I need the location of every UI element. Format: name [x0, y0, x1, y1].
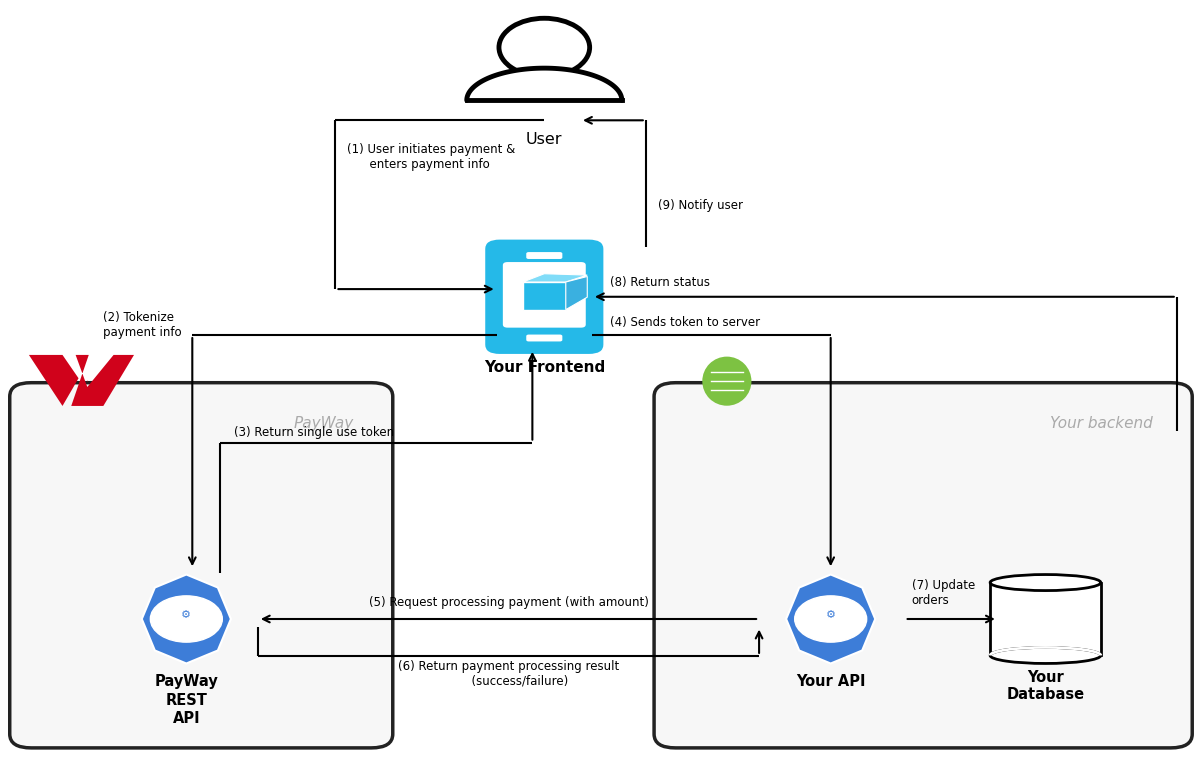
Polygon shape	[990, 583, 1100, 655]
Text: (7) Update
orders: (7) Update orders	[911, 580, 975, 608]
Text: ⚙: ⚙	[825, 610, 836, 620]
Text: (5) Request processing payment (with amount): (5) Request processing payment (with amo…	[368, 596, 648, 609]
Text: (6) Return payment processing result
      (success/failure): (6) Return payment processing result (su…	[398, 660, 620, 688]
Text: (4) Sends token to server: (4) Sends token to server	[610, 316, 759, 329]
FancyBboxPatch shape	[526, 252, 562, 259]
Circle shape	[151, 596, 222, 642]
Text: Your backend: Your backend	[1050, 416, 1153, 430]
Polygon shape	[523, 282, 566, 310]
Polygon shape	[466, 68, 622, 100]
Text: Your Frontend: Your Frontend	[483, 360, 605, 375]
Text: api: api	[824, 628, 837, 634]
Polygon shape	[142, 574, 231, 664]
Polygon shape	[72, 355, 134, 406]
FancyBboxPatch shape	[526, 334, 562, 341]
Text: (1) User initiates payment &
      enters payment info: (1) User initiates payment & enters paym…	[347, 143, 515, 172]
FancyBboxPatch shape	[10, 383, 392, 748]
Text: (2) Tokenize
payment info: (2) Tokenize payment info	[103, 310, 182, 339]
Polygon shape	[523, 273, 587, 282]
Polygon shape	[29, 355, 79, 406]
FancyBboxPatch shape	[654, 383, 1192, 748]
Circle shape	[794, 596, 867, 642]
Text: ⬛: ⬛	[539, 286, 549, 301]
Circle shape	[499, 18, 590, 76]
Text: api: api	[181, 628, 193, 634]
Text: Your
Database: Your Database	[1006, 670, 1085, 702]
Ellipse shape	[990, 574, 1100, 591]
Text: Your API: Your API	[795, 675, 866, 689]
Ellipse shape	[990, 648, 1100, 664]
FancyBboxPatch shape	[486, 239, 603, 354]
Text: (9) Notify user: (9) Notify user	[658, 199, 743, 213]
Text: PayWay
REST
API: PayWay REST API	[154, 675, 218, 726]
Text: (3) Return single use token: (3) Return single use token	[234, 426, 395, 439]
Text: ⚙: ⚙	[182, 610, 191, 620]
Text: User: User	[526, 132, 562, 147]
Polygon shape	[786, 574, 875, 664]
Text: PayWay: PayWay	[293, 416, 353, 430]
FancyBboxPatch shape	[502, 262, 586, 328]
Text: (8) Return status: (8) Return status	[610, 276, 710, 289]
Polygon shape	[566, 276, 587, 310]
Ellipse shape	[702, 357, 751, 406]
